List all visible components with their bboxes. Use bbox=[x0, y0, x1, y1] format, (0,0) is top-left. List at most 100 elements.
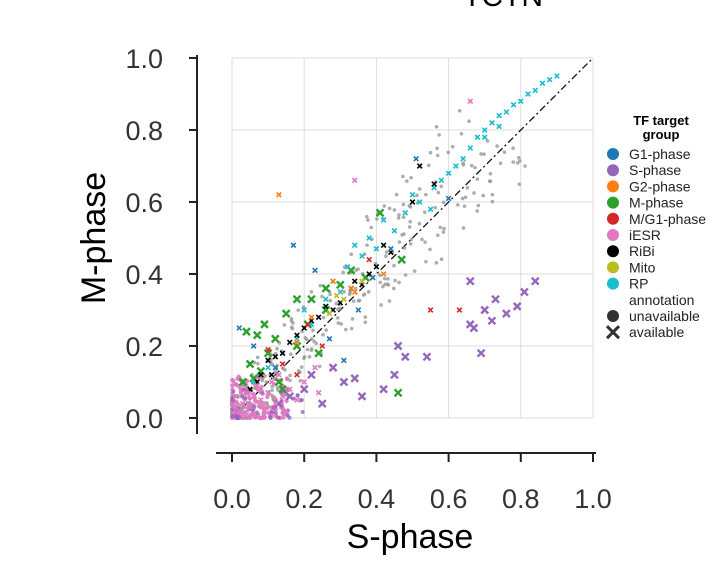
marker-iesr bbox=[467, 98, 474, 105]
marker-iesr bbox=[301, 379, 308, 385]
legend-label: G2-phase bbox=[629, 178, 691, 194]
background-point bbox=[265, 402, 269, 407]
marker-m-phase bbox=[278, 384, 287, 394]
marker-stroke bbox=[467, 98, 474, 105]
diagonal-line bbox=[231, 57, 594, 419]
marker-s-phase bbox=[390, 370, 399, 380]
background-point bbox=[335, 316, 340, 320]
marker-iesr bbox=[276, 371, 282, 378]
marker-stroke bbox=[380, 271, 387, 277]
marker-stroke bbox=[286, 339, 293, 346]
marker-iesr bbox=[312, 364, 318, 371]
marker-g1-phase bbox=[290, 242, 297, 249]
background-point bbox=[412, 269, 417, 273]
marker-rp bbox=[351, 242, 358, 249]
sphase-dense-point bbox=[254, 410, 259, 415]
background-point bbox=[384, 254, 388, 258]
marker-stroke bbox=[250, 343, 257, 349]
marker-rp bbox=[380, 217, 387, 223]
iesr-dense-point bbox=[233, 381, 238, 387]
marker-stroke bbox=[250, 393, 257, 400]
background-point bbox=[317, 364, 322, 369]
background-point bbox=[356, 299, 361, 303]
marker-stroke bbox=[503, 109, 510, 115]
background-point bbox=[290, 326, 295, 331]
background-point bbox=[350, 317, 355, 321]
marker-stroke bbox=[380, 242, 387, 249]
marker-m-g1-phase bbox=[304, 321, 311, 328]
marker-stroke bbox=[489, 119, 495, 126]
marker-rp bbox=[503, 109, 510, 115]
marker-ribi bbox=[380, 242, 387, 249]
background-point bbox=[475, 209, 480, 213]
marker-m-g1-phase bbox=[279, 361, 286, 367]
marker-stroke bbox=[532, 87, 539, 94]
iesr-dense-point bbox=[247, 415, 253, 421]
background-point bbox=[409, 176, 413, 180]
marker-stroke bbox=[279, 393, 286, 400]
legend-marker-x bbox=[605, 325, 621, 340]
marker-iesr bbox=[254, 382, 261, 389]
marker-m-g1-phase bbox=[427, 307, 434, 313]
marker-m-phase bbox=[393, 388, 403, 398]
background-point bbox=[296, 308, 300, 312]
marker-ribi bbox=[322, 303, 329, 310]
background-point bbox=[385, 282, 390, 286]
background-point bbox=[321, 315, 326, 320]
marker-stroke bbox=[373, 245, 380, 252]
marker-stroke bbox=[366, 235, 373, 241]
marker-stroke bbox=[502, 309, 511, 318]
legend-label: RiBi bbox=[629, 243, 655, 259]
background-point bbox=[341, 270, 345, 275]
legend-label: RP bbox=[629, 276, 648, 292]
background-point bbox=[275, 346, 279, 351]
marker-stroke bbox=[270, 334, 280, 344]
background-point bbox=[366, 218, 370, 222]
marker-ribi bbox=[351, 278, 358, 285]
background-point bbox=[324, 328, 328, 332]
background-point bbox=[435, 153, 440, 158]
marker-rp bbox=[402, 209, 409, 216]
marker-ribi bbox=[268, 371, 275, 378]
marker-stroke bbox=[299, 384, 309, 394]
marker-m-phase bbox=[292, 294, 302, 304]
chart-title: TCTN bbox=[463, 0, 543, 13]
marker-s-phase bbox=[476, 348, 486, 358]
marker-stroke bbox=[272, 364, 279, 371]
marker-rp bbox=[416, 199, 423, 205]
iesr-dense-point bbox=[246, 395, 252, 400]
marker-stroke bbox=[474, 134, 481, 141]
background-point bbox=[402, 232, 406, 236]
legend-marker-title: annotation bbox=[629, 292, 694, 308]
background-point bbox=[518, 159, 522, 163]
marker-m-phase bbox=[274, 377, 284, 387]
marker-stroke bbox=[510, 101, 517, 108]
marker-s-phase bbox=[379, 384, 388, 394]
marker-rp bbox=[525, 91, 531, 97]
marker-rp bbox=[496, 123, 503, 130]
diagonal-reference-line bbox=[231, 57, 594, 419]
marker-rp bbox=[474, 134, 481, 141]
marker-g1-phase bbox=[413, 155, 419, 162]
background-point bbox=[291, 321, 295, 325]
background-point bbox=[343, 327, 348, 332]
marker-stroke bbox=[260, 320, 269, 329]
background-point bbox=[328, 292, 332, 297]
marker-stroke bbox=[445, 170, 452, 177]
marker-rp bbox=[438, 177, 445, 184]
marker-stroke bbox=[326, 310, 333, 317]
marker-mito bbox=[326, 310, 333, 317]
marker-stroke bbox=[265, 364, 271, 371]
marker-stroke bbox=[481, 127, 488, 133]
marker-stroke bbox=[400, 352, 410, 362]
marker-stroke bbox=[268, 371, 275, 378]
marker-s-phase bbox=[487, 316, 497, 326]
marker-iesr bbox=[315, 389, 322, 396]
marker-stroke bbox=[467, 145, 474, 151]
background-point bbox=[441, 200, 446, 205]
background-point bbox=[516, 155, 521, 160]
y-tick-label: 0.6 bbox=[125, 188, 163, 218]
background-point bbox=[299, 365, 304, 369]
background-point bbox=[436, 190, 441, 195]
marker-stroke bbox=[339, 377, 349, 387]
